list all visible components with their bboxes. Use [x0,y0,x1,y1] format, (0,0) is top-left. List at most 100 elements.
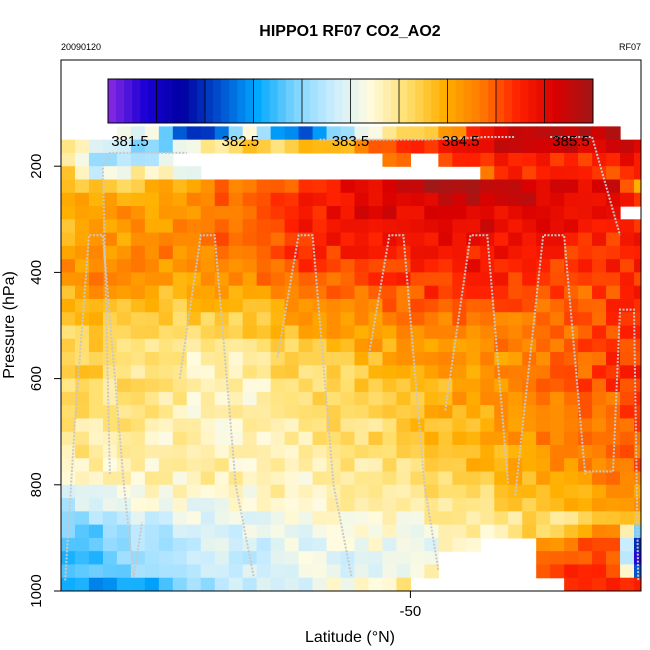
heatmap-cell [284,192,300,207]
heatmap-cell [116,192,132,207]
heatmap-cell [158,391,174,406]
heatmap-cell [508,338,523,353]
heatmap-cell [606,325,621,340]
heatmap-cell [61,298,76,313]
heatmap-cell [256,537,272,552]
heatmap-cell [214,206,230,220]
heatmap-cell [340,444,356,459]
heatmap-cell [228,564,244,579]
heatmap-cell [410,325,425,340]
heatmap-cell [452,245,467,260]
heatmap-cell [452,139,467,154]
heatmap-cell [424,378,439,393]
heatmap-cell [88,498,104,512]
heatmap-cell [228,431,244,446]
colorbar-swatch [221,79,230,123]
heatmap-cell [508,325,523,340]
heatmap-cell [270,179,286,194]
heatmap-cell [578,365,593,380]
heatmap-cell [634,458,641,473]
heatmap-cell [200,484,216,499]
heatmap-cell [284,352,300,366]
heatmap-cell [522,484,537,499]
heatmap-cell [452,179,467,194]
heatmap-cell [522,152,537,167]
heatmap-cell [508,365,523,380]
heatmap-cell [242,577,258,591]
heatmap-cell [158,498,174,512]
heatmap-cell [550,365,565,380]
heatmap-cell [606,245,621,260]
heatmap-cell [424,484,439,499]
colorbar-swatch [245,79,254,123]
heatmap-cell [382,431,398,446]
heatmap-cell [634,418,641,433]
heatmap-cell [424,365,439,380]
heatmap-cell [522,444,537,459]
heatmap-cell [550,139,565,154]
heatmap-cell [144,298,160,313]
heatmap-cell [340,352,356,366]
heatmap-cell [410,524,425,539]
heatmap-cell [102,577,118,591]
heatmap-cell [480,192,495,207]
heatmap-cell [634,312,641,327]
colorbar-swatch [447,79,457,123]
heatmap-cell [242,484,258,499]
heatmap-cell [466,206,481,220]
heatmap-cell [158,458,174,473]
heatmap-cell [494,498,509,512]
heatmap-cell [284,378,300,393]
heatmap-cell [606,126,621,141]
heatmap-cell [228,245,244,260]
heatmap-cell [214,577,230,591]
heatmap-cell [102,378,118,393]
heatmap-cell [396,126,411,141]
heatmap-cell [102,471,118,486]
heatmap-cell [536,126,551,141]
heatmap-cell [270,259,286,273]
heatmap-cell [620,444,635,459]
colorbar-swatch [439,79,448,123]
flight-label: RF07 [619,42,641,52]
heatmap-cell [74,471,90,486]
heatmap-cell [340,338,356,353]
heatmap-cell [382,352,398,366]
heatmap-cell [158,272,174,287]
heatmap-cell [144,206,160,220]
heatmap-cell [200,444,216,459]
heatmap-cell [214,511,230,526]
heatmap-cell [466,418,481,433]
heatmap-cell [312,577,328,591]
heatmap-cell [452,192,467,207]
heatmap-cell [158,511,174,526]
heatmap-cell [74,285,90,300]
heatmap-cell [158,537,174,552]
heatmap-cell [130,312,146,327]
heatmap-cell [130,166,146,181]
heatmap-cell [466,179,481,194]
heatmap-cell [508,378,523,393]
heatmap-cell [536,352,551,366]
heatmap-cell [606,498,621,512]
heatmap-cell [144,126,160,141]
heatmap-cell [172,352,188,366]
heatmap-cell [396,458,411,473]
heatmap-cell [578,498,593,512]
heatmap-cell [592,524,607,539]
heatmap-cell [284,405,300,420]
heatmap-cell [298,551,314,566]
heatmap-cell [214,564,230,579]
heatmap-cell [270,219,286,234]
heatmap-cell [508,285,523,300]
heatmap-cell [340,471,356,486]
heatmap-cell [200,551,216,566]
heatmap-cell [410,365,425,380]
heatmap-cell [298,498,314,512]
heatmap-cell [242,352,258,366]
heatmap-cell [130,405,146,420]
heatmap-cell [186,352,202,366]
heatmap-cell [256,471,272,486]
heatmap-cell [130,325,146,340]
heatmap-cell [354,285,370,300]
